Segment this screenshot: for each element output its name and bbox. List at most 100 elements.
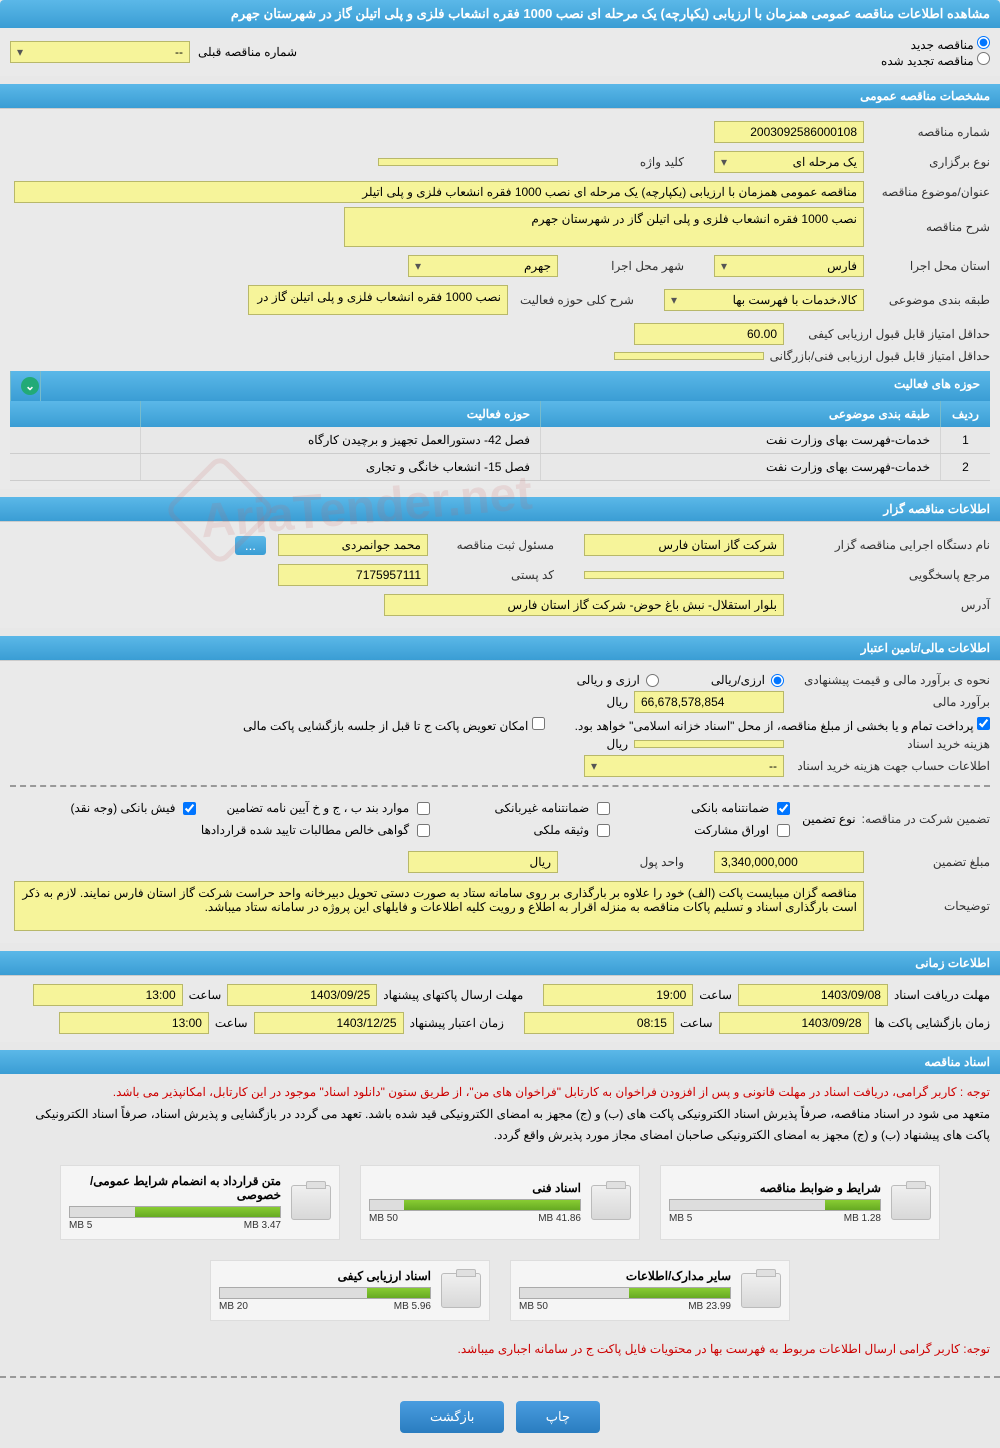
progress-bar: [219, 1287, 431, 1299]
cb-bonds[interactable]: [777, 824, 790, 837]
cb-bank[interactable]: [777, 802, 790, 815]
radio-rial[interactable]: [771, 674, 784, 687]
cb-cash-label: فیش بانکی (وجه نقد): [70, 801, 175, 815]
file-size: 3.47 MB: [244, 1220, 281, 1231]
title-value: مناقصه عمومی همزمان با ارزیابی (یکپارچه)…: [14, 181, 864, 203]
file-card[interactable]: اسناد ارزیابی کیفی 5.96 MB 20 MB: [210, 1260, 490, 1321]
guarantee-amount-label: مبلغ تضمین: [870, 855, 990, 869]
file-name: شرایط و ضوابط مناقصه: [669, 1181, 881, 1195]
file-name: متن قرارداد به انضمام شرایط عمومی/خصوصی: [69, 1174, 281, 1202]
doc-fee-value: [634, 740, 784, 748]
min-quality-value: 60.00: [634, 323, 784, 345]
tender-num-value: 2003092586000108: [714, 121, 864, 143]
section-holder: اطلاعات مناقصه گزار: [0, 497, 1000, 521]
doc-deadline-date: 1403/09/08: [738, 984, 888, 1006]
progress-bar: [669, 1199, 881, 1211]
account-label: اطلاعات حساب جهت هزینه خرید اسناد: [790, 759, 990, 773]
currency-unit-label: واحد پول: [564, 855, 684, 869]
time-label-1: ساعت: [699, 988, 732, 1002]
org-value: شرکت گاز استان فارس: [584, 534, 784, 556]
province-dropdown[interactable]: فارس: [714, 255, 864, 277]
file-card[interactable]: متن قرارداد به انضمام شرایط عمومی/خصوصی …: [60, 1165, 340, 1240]
file-card[interactable]: سایر مدارک/اطلاعات 23.99 MB50 MB: [510, 1260, 790, 1321]
opening-time: 08:15: [524, 1012, 674, 1034]
file-card[interactable]: اسناد فنی 41.86 MB50 MB: [360, 1165, 640, 1240]
progress-bar: [519, 1287, 731, 1299]
file-name: اسناد فنی: [369, 1181, 581, 1195]
envelope-deadline-label: مهلت ارسال پاکتهای پیشنهاد: [383, 988, 523, 1002]
response-label: مرجع پاسخگویی: [790, 568, 990, 582]
validity-date: 1403/12/25: [254, 1012, 404, 1034]
table-row: 2خدمات-فهرست بهای وزارت نفتفصل 15- انشعا…: [10, 454, 990, 481]
city-label: شهر محل اجرا: [564, 259, 684, 273]
currency-label-2: ریال: [606, 737, 628, 751]
notes-label: توضیحات: [870, 899, 990, 913]
method-label: نحوه ی برآورد مالی و قیمت پیشنهادی: [790, 673, 990, 687]
notes-value: مناقصه گزان میبایست پاکت (الف) خود را عل…: [14, 881, 864, 931]
cb-receivables[interactable]: [417, 824, 430, 837]
file-card[interactable]: شرایط و ضوابط مناقصه 1.28 MB5 MB: [660, 1165, 940, 1240]
col-activity: حوزه فعالیت: [140, 401, 540, 427]
radio-renewed-tender[interactable]: [977, 52, 990, 65]
doc-deadline-label: مهلت دریافت اسناد: [894, 988, 990, 1002]
radio-mixed[interactable]: [646, 674, 659, 687]
opening-label: زمان بازگشایی پاکت ها: [875, 1016, 990, 1030]
cb-cash[interactable]: [183, 802, 196, 815]
desc-label: شرح مناقصه: [870, 220, 990, 234]
category-dropdown[interactable]: کالا،خدمات با فهرست بها: [664, 289, 864, 311]
validity-label: زمان اعتبار پیشنهاد: [410, 1016, 504, 1030]
method-opt2: ارزی و ریالی: [577, 673, 640, 687]
radio-renewed-label: مناقصه تجدید شده: [881, 54, 974, 68]
section-docs: اسناد مناقصه: [0, 1050, 1000, 1074]
envelope-swap-checkbox[interactable]: [532, 717, 545, 730]
type-dropdown[interactable]: یک مرحله ای: [714, 151, 864, 173]
row-idx: 1: [940, 427, 990, 453]
guarantee-type-label: نوع تضمین: [802, 812, 855, 826]
keyword-value: [378, 158, 558, 166]
radio-new-label: مناقصه جدید: [911, 38, 974, 52]
response-value: [584, 571, 784, 579]
collapse-icon[interactable]: ⌄: [21, 377, 39, 395]
min-tech-label: حداقل امتیاز قابل قبول ارزیابی فنی/بازرگ…: [770, 349, 990, 363]
cb-bank-label: ضمانتنامه بانکی: [691, 801, 769, 815]
col-category: طبقه بندی موضوعی: [540, 401, 940, 427]
registrar-more-button[interactable]: ...: [235, 536, 266, 555]
city-dropdown[interactable]: جهرم: [408, 255, 558, 277]
type-label: نوع برگزاری: [870, 155, 990, 169]
title-label: عنوان/موضوع مناقصه: [870, 185, 990, 199]
row-act: فصل 42- دستورالعمل تجهیز و برچیدن کارگاه: [140, 427, 540, 453]
file-name: سایر مدارک/اطلاعات: [519, 1269, 731, 1283]
cb-cases[interactable]: [417, 802, 430, 815]
print-button[interactable]: چاپ: [516, 1401, 600, 1433]
min-tech-value: [614, 352, 764, 360]
postal-label: کد پستی: [434, 568, 554, 582]
estimate-label: برآورد مالی: [790, 695, 990, 709]
folder-icon: [741, 1273, 781, 1308]
back-button[interactable]: بازگشت: [400, 1401, 504, 1433]
section-financial: اطلاعات مالی/تامین اعتبار: [0, 636, 1000, 660]
address-label: آدرس: [790, 598, 990, 612]
file-name: اسناد ارزیابی کیفی: [219, 1269, 431, 1283]
envelope-swap-label: امکان تعویض پاکت ج تا قبل از جلسه بازگشا…: [243, 719, 528, 733]
cb-cases-label: موارد بند ب ، ج و خ آیین نامه تضامین: [226, 801, 409, 815]
radio-new-tender[interactable]: [977, 36, 990, 49]
notice-2: متعهد می شود در اسناد مناقصه، صرفاً پذیر…: [10, 1104, 990, 1147]
cb-receivables-label: گواهی خالص مطالبات تایید شده قراردادها: [201, 823, 409, 837]
scope-label: شرح کلی حوزه فعالیت: [514, 293, 634, 307]
registrar-label: مسئول ثبت مناقصه: [434, 538, 554, 552]
treasury-checkbox[interactable]: [977, 717, 990, 730]
time-label-2: ساعت: [189, 988, 222, 1002]
tender-num-label: شماره مناقصه: [870, 125, 990, 139]
scope-value: نصب 1000 فقره انشعاب فلزی و پلی اتیلن گا…: [248, 285, 508, 315]
cb-property[interactable]: [597, 824, 610, 837]
file-max: 20 MB: [219, 1301, 248, 1312]
opening-date: 1403/09/28: [719, 1012, 869, 1034]
estimate-value: 66,678,578,854: [634, 691, 784, 713]
file-size: 5.96 MB: [394, 1301, 431, 1312]
prev-num-dropdown[interactable]: --: [10, 41, 190, 63]
cb-nonbank[interactable]: [597, 802, 610, 815]
account-dropdown[interactable]: --: [584, 755, 784, 777]
table-row: 1خدمات-فهرست بهای وزارت نفتفصل 42- دستور…: [10, 427, 990, 454]
time-label-4: ساعت: [215, 1016, 248, 1030]
progress-bar: [369, 1199, 581, 1211]
